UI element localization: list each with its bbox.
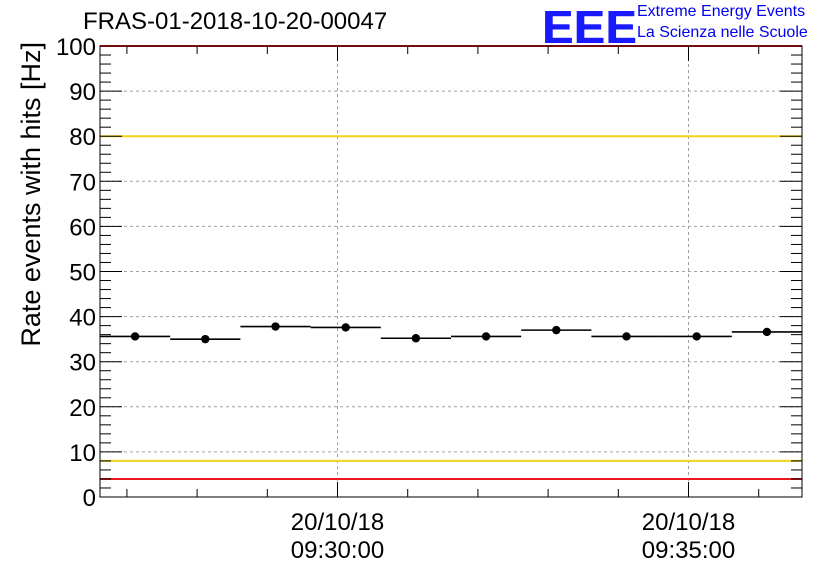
data-point (411, 334, 421, 343)
y-tick-label: 80 (69, 124, 96, 151)
y-tick-label: 0 (83, 485, 96, 512)
x-tick-date-label: 20/10/18 (642, 509, 735, 536)
data-point (130, 332, 140, 341)
y-axis-label: Rate events with hits [Hz] (16, 42, 46, 347)
eee-logo: EEE (542, 1, 638, 53)
x-tick-time-label: 09:30:00 (291, 537, 384, 564)
data-point (552, 325, 561, 335)
y-tick-label: 40 (69, 305, 96, 332)
y-tick-label: 50 (69, 260, 96, 287)
y-tick-label: 10 (69, 440, 96, 467)
y-tick-label: 70 (69, 169, 96, 196)
y-tick-label: 30 (69, 350, 96, 377)
data-points (100, 322, 802, 344)
data-point (762, 327, 772, 337)
data-point (622, 332, 631, 341)
y-tick-label: 20 (69, 395, 96, 422)
y-tick-label: 100 (56, 34, 96, 61)
x-tick-time-label: 09:35:00 (642, 537, 735, 564)
data-point (201, 334, 210, 344)
axes: 010203040506070809010020/10/1809:30:0020… (16, 34, 802, 564)
y-tick-label: 60 (69, 214, 96, 241)
data-point (271, 322, 280, 331)
logo-line-1: Extreme Energy Events (637, 3, 806, 20)
x-tick-date-label: 20/10/18 (291, 509, 384, 536)
reference-lines (100, 45, 802, 480)
data-point (481, 332, 491, 341)
grid-lines (100, 46, 802, 497)
data-point (341, 323, 350, 332)
chart-title: FRAS-01-2018-10-20-00047 (83, 8, 388, 35)
logo-line-2: La Scienza nelle Scuole (637, 24, 808, 41)
data-point (692, 332, 701, 341)
y-tick-label: 90 (69, 79, 96, 106)
